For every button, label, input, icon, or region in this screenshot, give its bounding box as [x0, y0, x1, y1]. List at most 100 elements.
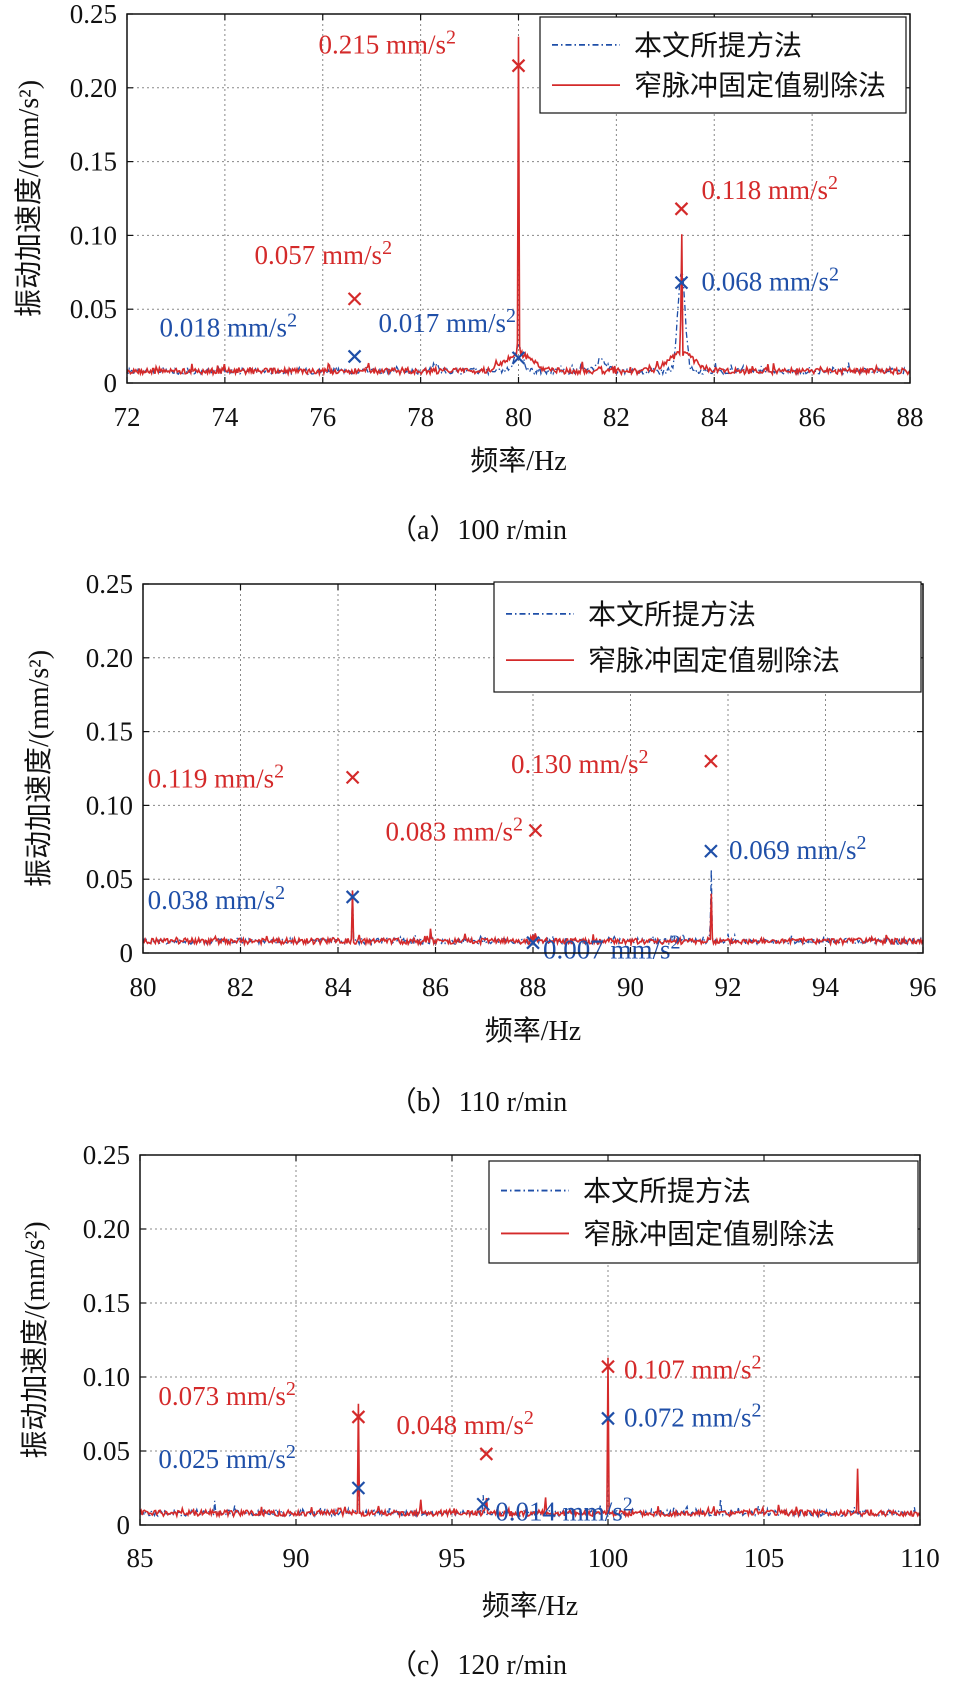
peak-marker — [347, 292, 362, 306]
y-tick-label: 0.05 — [86, 864, 133, 894]
superscript-2: 2 — [623, 1493, 633, 1515]
peak-annotation-value: 0.069 mm/s — [729, 835, 857, 865]
peak-marker-stroke — [704, 754, 718, 768]
peak-annotation-label: 0.215 mm/s2 — [319, 27, 457, 60]
chart-panel-c: 0.073 mm/s 2 0.048 mm/s2 0.107 mm/s2 0.025 m… — [0, 1140, 956, 1683]
peak-marker-stroke — [528, 823, 543, 838]
peak-marker-stroke — [476, 1497, 490, 1512]
x-tick-label: 88 — [520, 972, 547, 1002]
peak-marker — [528, 823, 543, 838]
peak-annotation-label: 0.119 mm/s2 — [148, 760, 285, 793]
peak-annotation-label: 0.025 mm/s2 — [158, 1441, 296, 1474]
peak-annotation-label: 0.017 mm/s2 — [379, 305, 517, 338]
superscript-2: 2 — [513, 813, 523, 835]
peak-marker — [674, 202, 689, 216]
peak-annotation-value: 0.017 mm/s — [379, 308, 507, 338]
y-tick-label: 0 — [117, 1510, 131, 1540]
y-axis-label: 振动加速度/(mm/s²) — [13, 80, 45, 317]
y-tick-label: 0 — [104, 368, 118, 398]
peak-marker — [476, 1497, 490, 1512]
plot-frame — [139, 1154, 921, 1526]
peak-marker — [345, 770, 360, 785]
peak-annotation-label: 0.069 mm/s2 — [729, 832, 867, 865]
x-tick-label: 72 — [114, 402, 141, 432]
peak-annotation-value: 0.119 mm/s — [148, 763, 275, 793]
legend-label: 本文所提方法 — [588, 599, 756, 631]
series-line-proposed — [126, 270, 911, 377]
y-tick-label: 0.05 — [70, 294, 117, 324]
x-tick-label: 105 — [744, 1543, 785, 1573]
peak-annotation-value: 0.215 mm/s — [319, 30, 447, 60]
peak-annotation-value: 0.083 mm/s — [385, 816, 513, 846]
peak-marker-stroke — [345, 890, 360, 904]
peak-marker-stroke — [674, 275, 689, 290]
peak-annotation-value: 0.057 mm/s — [255, 240, 383, 270]
x-tick-label: 82 — [227, 972, 254, 1002]
y-axis-label: 振动加速度/(mm/s²) — [23, 650, 55, 887]
legend-label: 本文所提方法 — [634, 30, 802, 62]
peak-annotation-value: 0.130 mm/s — [511, 749, 639, 779]
chart-b-caption: （b）110 r/min — [388, 1087, 568, 1118]
peak-marker — [601, 1411, 615, 1426]
y-tick-label: 0 — [120, 938, 134, 968]
superscript-2: 2 — [752, 1352, 762, 1374]
superscript-2: 2 — [275, 882, 285, 904]
superscript-2: 2 — [752, 1399, 762, 1421]
x-tick-label: 110 — [900, 1543, 940, 1573]
peak-annotation-label: 0.107 mm/s2 — [624, 1352, 762, 1385]
peak-marker — [526, 935, 540, 950]
superscript-2: 2 — [671, 932, 681, 954]
y-tick-label: 0.15 — [83, 1288, 130, 1318]
y-tick-label: 0.10 — [70, 220, 117, 250]
superscript-2: 2 — [287, 309, 297, 331]
x-axis-label: 频率/Hz — [482, 1590, 578, 1622]
x-tick-label: 84 — [701, 402, 729, 432]
peak-marker — [704, 754, 718, 768]
superscript-2: 2 — [506, 305, 516, 327]
peak-annotation-value: 0.025 mm/s — [158, 1444, 286, 1474]
peak-annotation-value: 0.014 mm/s — [495, 1496, 623, 1526]
peak-marker — [479, 1447, 494, 1461]
y-tick-label: 0.20 — [83, 1214, 130, 1244]
peak-annotation-label: 0.038 mm/s2 — [148, 882, 286, 915]
series-line-fixed-value — [142, 890, 924, 948]
x-tick-label: 94 — [812, 972, 840, 1002]
peak-annotation-label: 0.068 mm/s2 — [701, 264, 839, 297]
peak-marker — [511, 351, 526, 365]
peak-annotation-value: 0.072 mm/s — [624, 1402, 752, 1432]
legend-label: 窄脉冲固定值剔除法 — [583, 1218, 835, 1250]
x-tick-label: 88 — [897, 402, 924, 432]
x-tick-label: 100 — [588, 1543, 629, 1573]
chart-panel-b: 0.119 mm/s2 0.083 mm/s2 0.130 mm/s2 0.038 m… — [0, 569, 956, 1141]
x-tick-label: 95 — [439, 1543, 466, 1573]
peak-marker-stroke — [674, 202, 689, 216]
superscript-2: 2 — [274, 760, 284, 782]
peak-annotation-value: 0.018 mm/s — [160, 312, 288, 342]
y-tick-label: 0.15 — [86, 717, 133, 747]
legend-label: 窄脉冲固定值剔除法 — [634, 70, 886, 102]
x-tick-label: 85 — [127, 1543, 154, 1573]
x-tick-label: 84 — [325, 972, 353, 1002]
peak-marker — [704, 844, 718, 858]
x-tick-label: 96 — [910, 972, 937, 1002]
chart-a-caption: （a）100 r/min — [388, 515, 568, 546]
y-tick-label: 0.25 — [83, 1140, 130, 1170]
peak-marker-stroke — [526, 935, 540, 950]
peak-marker-stroke — [479, 1447, 494, 1461]
x-tick-label: 80 — [130, 972, 157, 1002]
peak-annotation-label: 0.130 mm/s2 — [511, 746, 649, 779]
peak-annotation-label: 0.083 mm/s2 — [385, 813, 523, 846]
peak-marker-stroke — [601, 1359, 615, 1374]
peak-annotation-value: 0.073 mm/s — [158, 1381, 286, 1411]
x-tick-label: 82 — [603, 402, 630, 432]
peak-annotation-label: 0.048 mm/s2 — [396, 1407, 534, 1440]
peak-annotation-value: 0.068 mm/s — [701, 267, 829, 297]
legend-box — [493, 581, 922, 693]
x-axis-label: 频率/Hz — [485, 1015, 581, 1047]
peak-marker — [345, 890, 360, 904]
peak-marker — [351, 1481, 366, 1495]
x-tick-label: 78 — [407, 402, 434, 432]
x-tick-label: 92 — [715, 972, 742, 1002]
peak-marker-stroke — [347, 292, 362, 306]
